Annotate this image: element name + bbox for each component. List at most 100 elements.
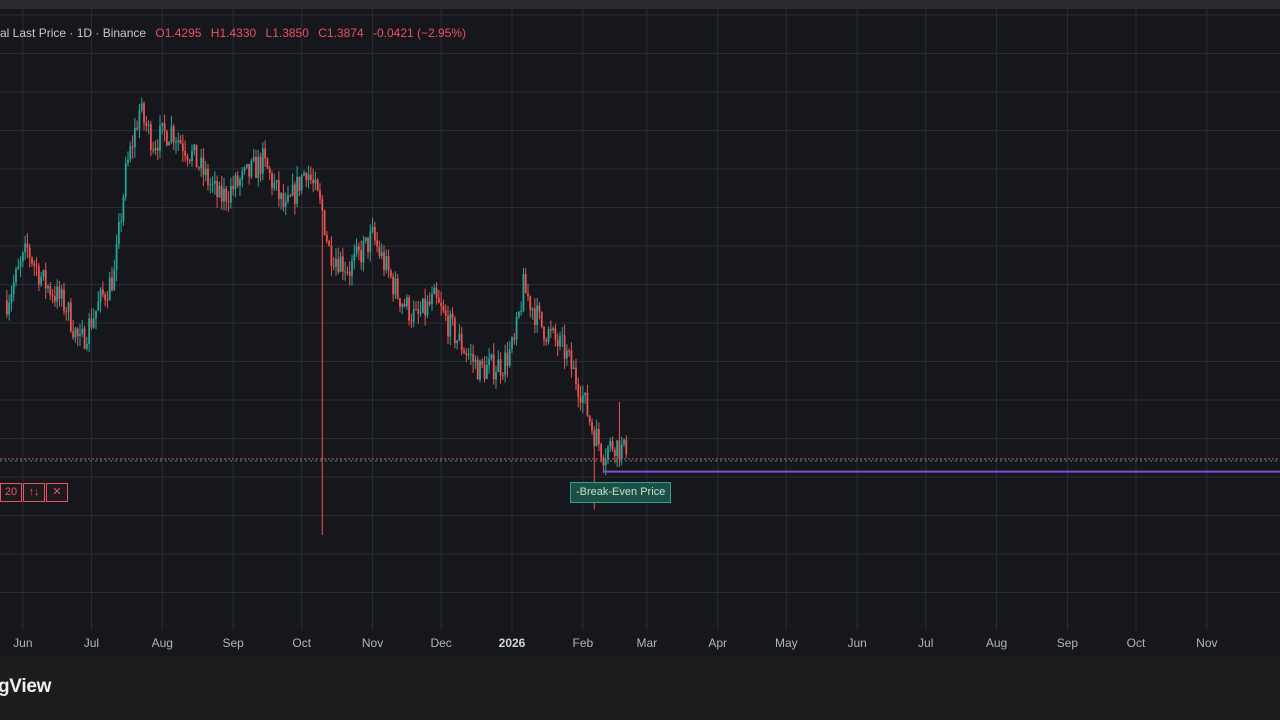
candles (5, 97, 628, 535)
candle-body (481, 360, 484, 365)
candle-body (284, 201, 287, 207)
candle-body (108, 277, 111, 301)
candle-body (355, 246, 358, 254)
candle-body (435, 287, 438, 298)
candle-body (451, 313, 454, 319)
close-position-button[interactable]: ✕ (46, 483, 68, 502)
candle-body (245, 164, 248, 168)
candle-body (305, 172, 308, 181)
candle-body (223, 188, 225, 202)
candle-body (83, 328, 86, 349)
candle-body (248, 164, 251, 177)
candle-body (170, 126, 173, 142)
candle-body (419, 312, 422, 314)
candle-body (351, 260, 353, 276)
candle-body (552, 328, 555, 330)
candle-body (426, 301, 429, 316)
candle-body (264, 148, 267, 159)
candle-body (444, 310, 447, 316)
candle-body (586, 392, 589, 416)
candle-body (241, 171, 244, 180)
candle-body (476, 359, 479, 380)
candle-body (266, 158, 269, 169)
candle-body (316, 179, 319, 191)
candle-body (506, 352, 509, 366)
legend-low: L1.3850 (265, 26, 309, 40)
candle-body (195, 144, 198, 168)
candle-body (467, 354, 470, 356)
candle-body (604, 459, 607, 466)
candle-body (257, 156, 260, 179)
candle-body (312, 179, 315, 184)
time-axis[interactable]: Jun Jul Aug Sep Oct Nov Dec 2026 Feb Mar Apr May Jun… (0, 630, 1280, 656)
candle-body (291, 184, 294, 196)
candle-body (362, 240, 365, 263)
candle-body (483, 364, 486, 379)
candle-body (161, 122, 164, 126)
candle-body (35, 265, 38, 267)
candle-body (591, 422, 593, 431)
candle-body (453, 318, 456, 344)
candle-body (225, 188, 228, 202)
candle-body (152, 150, 155, 152)
candle-body (296, 176, 299, 204)
candle-body (193, 144, 196, 151)
candle-body (209, 184, 212, 186)
candle-body (389, 270, 392, 277)
candle-body (218, 185, 221, 198)
order-quantity[interactable]: 20 (0, 483, 22, 502)
candle-body (421, 298, 424, 313)
candle-body (348, 271, 351, 276)
candle-body (243, 167, 246, 172)
candle-body (335, 258, 337, 267)
x-tick-label: Aug (151, 636, 173, 650)
legend-title: al Last Price · 1D · Binance (0, 26, 147, 40)
candle-body (314, 179, 317, 184)
x-tick-label: Aug (985, 636, 1008, 650)
x-tick-label: Jul (83, 636, 100, 650)
candle-body (376, 240, 379, 247)
candle-body (559, 336, 561, 347)
candle-body (472, 354, 475, 362)
candle-body (191, 150, 193, 162)
candle-body (323, 210, 326, 235)
candle-body (163, 122, 166, 132)
candle-body (563, 335, 566, 359)
reverse-position-button[interactable]: ↑↓ (23, 483, 45, 502)
candle-body (611, 440, 614, 450)
candle-body (437, 297, 440, 303)
candle-body (504, 352, 507, 376)
break-even-price-label[interactable]: -Break-Even Price (570, 482, 672, 503)
candle-body (447, 315, 449, 337)
candle-body (143, 103, 145, 123)
candle-body (21, 252, 24, 262)
candle-body (399, 298, 401, 307)
candle-body (341, 256, 344, 272)
candle-body (499, 359, 502, 376)
candle-body (527, 293, 529, 297)
candle-body (106, 299, 109, 301)
candle-body (175, 142, 177, 144)
top-strip (0, 0, 1280, 9)
candle-body (26, 243, 29, 248)
candle-body (58, 286, 61, 299)
candle-body (554, 328, 557, 340)
candle-body (332, 265, 335, 267)
candle-body (440, 302, 443, 307)
candle-body (259, 156, 262, 174)
chart-area[interactable]: al Last Price · 1D · Binance O1.4295 H1.… (0, 9, 1280, 630)
candle-body (433, 287, 436, 295)
candle-body (232, 185, 235, 190)
candle-body (524, 273, 527, 294)
candle-body (273, 182, 276, 189)
candle-body (133, 127, 136, 148)
candle-body (344, 271, 347, 273)
candle-body (200, 157, 203, 169)
candle-body (330, 245, 333, 266)
candle-body (449, 313, 452, 337)
candle-body (19, 261, 22, 267)
candle-body (357, 246, 360, 251)
candle-body (271, 173, 273, 189)
candle-body (353, 253, 356, 261)
price-chart[interactable] (0, 9, 1280, 630)
